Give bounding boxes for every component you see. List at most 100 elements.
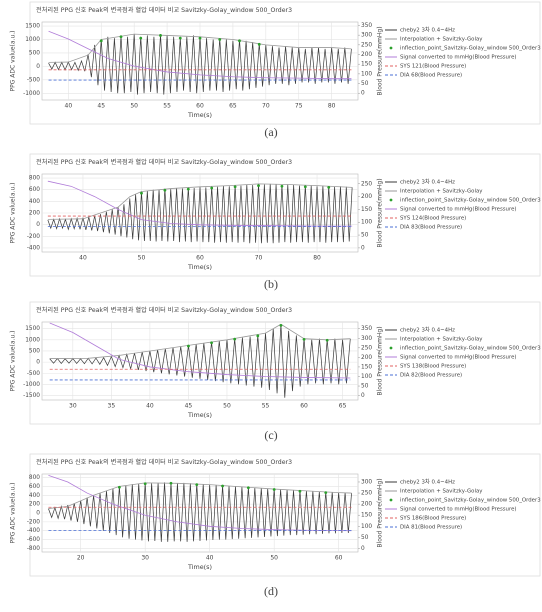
x-tick-label: 20 <box>77 555 85 562</box>
x-tick-label: 30 <box>69 403 77 410</box>
caption: (b) <box>264 277 278 291</box>
y2-tick-label: 150 <box>361 364 372 370</box>
y-tick-label: 0 <box>36 360 40 366</box>
x-tick-label: 35 <box>108 403 116 410</box>
y2-tick-label: 250 <box>361 345 372 351</box>
series-line <box>48 474 352 532</box>
inflection-point <box>140 191 143 195</box>
y-axis-label: PPG ADC value(a.u.) <box>10 331 17 392</box>
inflection-point <box>325 338 329 342</box>
x-axis-label: Time(s) <box>187 411 212 419</box>
y-tick-label: 500 <box>29 348 40 354</box>
y2-axis-label: Blood Pressure(mmHg) <box>377 178 384 247</box>
inflection-point <box>246 486 250 490</box>
inflection-point <box>298 489 302 493</box>
y-tick-label: 0 <box>36 222 40 228</box>
y2-tick-label: 250 <box>361 491 372 497</box>
legend-label: inflection_point_Savitzky-Golay_window 5… <box>400 198 541 204</box>
y2-tick-label: 50 <box>361 535 369 541</box>
y2-tick-label: 200 <box>361 194 372 200</box>
inflection-point <box>221 484 224 488</box>
inflection-point <box>256 334 260 338</box>
y2-tick-label: 50 <box>361 384 369 390</box>
legend-label: inflection_point_Savitzky-Golay_window 5… <box>400 46 541 52</box>
x-tick-label: 75 <box>295 103 303 110</box>
x-tick-label: 55 <box>262 403 270 410</box>
y2-tick-label: 350 <box>361 23 372 29</box>
inflection-point <box>324 491 328 495</box>
x-axis-label: Time(s) <box>187 111 212 119</box>
x-tick-label: 50 <box>270 555 278 562</box>
y2-axis-label: Blood Pressure(mmHg) <box>377 478 384 547</box>
y2-axis-label: Blood Pressure(mmHg) <box>377 26 384 95</box>
panel: 전처리된 PPG 신호 Peak의 변곡점과 혈압 데이터 비교 Savitzk… <box>10 453 541 577</box>
legend-label: Signal converted to mmHg(Blood Pressure) <box>400 507 517 513</box>
y2-tick-label: 100 <box>361 374 372 380</box>
inflection-point <box>210 186 214 190</box>
y-tick-label: 800 <box>29 475 40 481</box>
y-tick-label: 600 <box>29 187 40 193</box>
x-tick-label: 70 <box>255 255 263 262</box>
y2-tick-label: 100 <box>361 71 372 77</box>
caption: (a) <box>264 125 277 139</box>
legend-swatch <box>389 498 393 502</box>
series-line <box>47 180 353 227</box>
series-line <box>49 324 351 398</box>
legend-label: Interpolation + Savitzky-Golay <box>400 337 483 343</box>
caption: (c) <box>264 428 277 442</box>
x-axis-label: Time(s) <box>187 563 212 571</box>
panel: 전처리된 PPG 신호 Peak의 변곡점과 혈압 데이터 비교 Savitzk… <box>10 153 541 277</box>
inflection-point <box>117 485 121 489</box>
x-tick-label: 70 <box>262 103 270 110</box>
panel: 전처리된 PPG 신호 Peak의 변곡점과 혈압 데이터 비교 Savitzk… <box>10 1 541 125</box>
y2-tick-label: 250 <box>361 42 372 48</box>
x-tick-label: 60 <box>335 555 343 562</box>
x-tick-label: 40 <box>146 403 154 410</box>
legend-swatch <box>389 346 393 350</box>
series-line <box>47 183 353 220</box>
legend-label: SYS 138(Blood Pressure) <box>400 364 466 370</box>
legend-swatch <box>389 198 393 202</box>
x-tick-label: 40 <box>79 255 87 262</box>
legend-label: SYS 121(Blood Pressure) <box>400 64 466 70</box>
y2-tick-label: 0 <box>361 546 365 552</box>
series-line <box>48 482 352 542</box>
inflection-point <box>159 34 162 37</box>
y-tick-label: -1500 <box>23 393 40 399</box>
x-tick-label: 65 <box>229 103 237 110</box>
y2-tick-label: 0 <box>361 91 365 97</box>
y2-tick-label: 50 <box>361 233 369 239</box>
y-tick-label: -200 <box>27 519 40 525</box>
legend-swatch <box>389 46 393 50</box>
inflection-point <box>218 38 222 41</box>
y-tick-label: -1000 <box>23 91 40 97</box>
y-tick-label: 400 <box>29 493 40 499</box>
chart-title: 전처리된 PPG 신호 Peak의 변곡점과 혈압 데이터 비교 Savitzk… <box>36 6 292 14</box>
y-tick-label: 1000 <box>25 37 40 43</box>
inflection-point <box>163 188 167 192</box>
inflection-point <box>257 42 261 46</box>
y-tick-label: 400 <box>29 199 40 205</box>
y-tick-label: 600 <box>29 484 40 490</box>
y-tick-label: 500 <box>29 50 40 56</box>
inflection-point <box>143 482 147 486</box>
inflection-point <box>186 187 190 191</box>
legend-label: DIA 82(Blood Pressure) <box>400 373 462 379</box>
x-tick-label: 65 <box>339 403 347 410</box>
legend-label: inflection_point_Savitzky-Golay_window 5… <box>400 346 541 352</box>
x-tick-label: 30 <box>141 555 149 562</box>
chart-title: 전처리된 PPG 신호 Peak의 변곡점과 혈압 데이터 비교 Savitzk… <box>36 306 292 314</box>
y-tick-label: -400 <box>27 245 40 251</box>
y-tick-label: 200 <box>29 502 40 508</box>
y-tick-label: -1000 <box>23 382 40 388</box>
legend-label: DIA 81(Blood Pressure) <box>400 525 462 531</box>
inflection-point <box>99 39 103 43</box>
x-tick-label: 40 <box>65 103 73 110</box>
x-tick-label: 50 <box>223 403 231 410</box>
y-tick-label: 200 <box>29 211 40 217</box>
inflection-point <box>139 36 143 40</box>
y2-tick-label: 150 <box>361 62 372 68</box>
y2-tick-label: 100 <box>361 220 372 226</box>
legend-label: DIA 68(Blood Pressure) <box>400 73 462 79</box>
